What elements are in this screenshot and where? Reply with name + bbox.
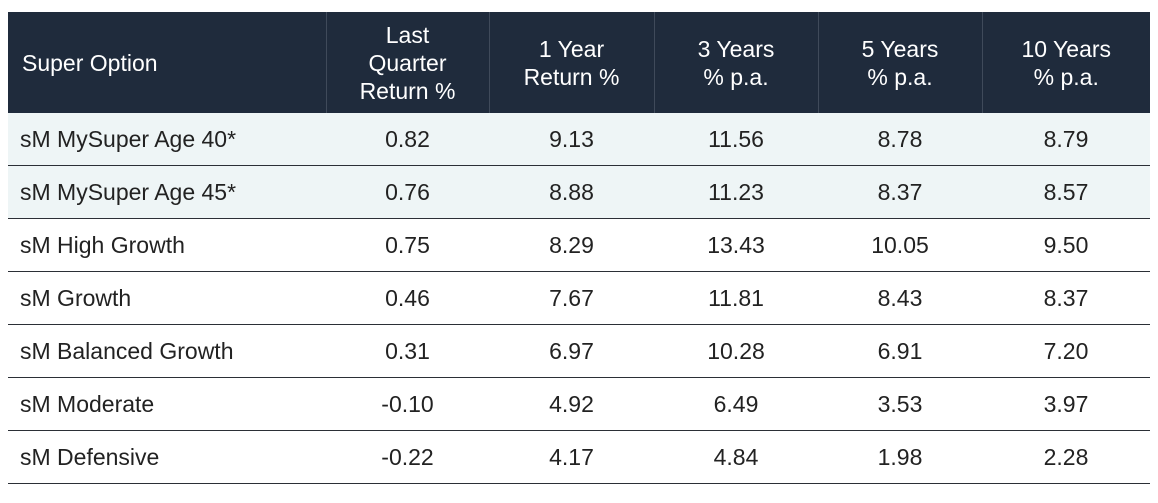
three-years-cell: 13.43 [654, 218, 818, 272]
table-row: sM Balanced Growth 0.31 6.97 10.28 6.91 … [8, 324, 1150, 378]
five-years-cell: 8.43 [818, 271, 982, 325]
ten-years-cell: 8.57 [982, 165, 1150, 219]
super-option-cell: sM MySuper Age 40* [8, 113, 326, 166]
last-quarter-cell: 0.75 [326, 218, 489, 272]
super-option-cell: sM Growth [8, 271, 326, 325]
ten-years-cell: 8.37 [982, 271, 1150, 325]
five-years-cell: 8.37 [818, 165, 982, 219]
five-years-cell: 10.05 [818, 218, 982, 272]
five-years-cell: 1.98 [818, 430, 982, 484]
header-row: Super Option Last Quarter Return % 1 Yea… [8, 12, 1150, 113]
one-year-cell: 9.13 [489, 113, 654, 166]
one-year-cell: 8.29 [489, 218, 654, 272]
ten-years-cell: 7.20 [982, 324, 1150, 378]
last-quarter-cell: 0.76 [326, 165, 489, 219]
three-years-cell: 11.23 [654, 165, 818, 219]
table-row: sM Growth 0.46 7.67 11.81 8.43 8.37 [8, 271, 1150, 325]
three-years-cell: 6.49 [654, 377, 818, 431]
three-years-cell: 4.84 [654, 430, 818, 484]
super-option-cell: sM Balanced Growth [8, 324, 326, 378]
header-1-year-return: 1 Year Return % [488, 12, 654, 113]
header-10-years-pa: 10 Years % p.a. [981, 12, 1150, 113]
super-option-cell: sM MySuper Age 45* [8, 165, 326, 219]
super-option-cell: sM High Growth [8, 218, 326, 272]
ten-years-cell: 2.28 [982, 430, 1150, 484]
three-years-cell: 11.81 [654, 271, 818, 325]
table-row: sM High Growth 0.75 8.29 13.43 10.05 9.5… [8, 218, 1150, 272]
header-5-years-pa: 5 Years % p.a. [817, 12, 982, 113]
five-years-cell: 6.91 [818, 324, 982, 378]
table-row: sM MySuper Age 45* 0.76 8.88 11.23 8.37 … [8, 165, 1150, 219]
ten-years-cell: 8.79 [982, 113, 1150, 166]
last-quarter-cell: -0.22 [326, 430, 489, 484]
last-quarter-cell: 0.46 [326, 271, 489, 325]
last-quarter-cell: 0.82 [326, 113, 489, 166]
super-option-cell: sM Moderate [8, 377, 326, 431]
super-option-cell: sM Defensive [8, 430, 326, 484]
one-year-cell: 6.97 [489, 324, 654, 378]
last-quarter-cell: -0.10 [326, 377, 489, 431]
table-row: sM MySuper Age 40* 0.82 9.13 11.56 8.78 … [8, 113, 1150, 166]
header-last-quarter-return: Last Quarter Return % [325, 12, 489, 113]
three-years-cell: 10.28 [654, 324, 818, 378]
one-year-cell: 4.17 [489, 430, 654, 484]
three-years-cell: 11.56 [654, 113, 818, 166]
table-row: sM Defensive -0.22 4.17 4.84 1.98 2.28 [8, 430, 1150, 484]
five-years-cell: 8.78 [818, 113, 982, 166]
one-year-cell: 4.92 [489, 377, 654, 431]
one-year-cell: 7.67 [489, 271, 654, 325]
returns-table: Super Option Last Quarter Return % 1 Yea… [8, 12, 1150, 484]
last-quarter-cell: 0.31 [326, 324, 489, 378]
one-year-cell: 8.88 [489, 165, 654, 219]
header-3-years-pa: 3 Years % p.a. [653, 12, 818, 113]
table-row: sM Moderate -0.10 4.92 6.49 3.53 3.97 [8, 377, 1150, 431]
ten-years-cell: 9.50 [982, 218, 1150, 272]
five-years-cell: 3.53 [818, 377, 982, 431]
ten-years-cell: 3.97 [982, 377, 1150, 431]
header-super-option: Super Option [8, 12, 326, 113]
